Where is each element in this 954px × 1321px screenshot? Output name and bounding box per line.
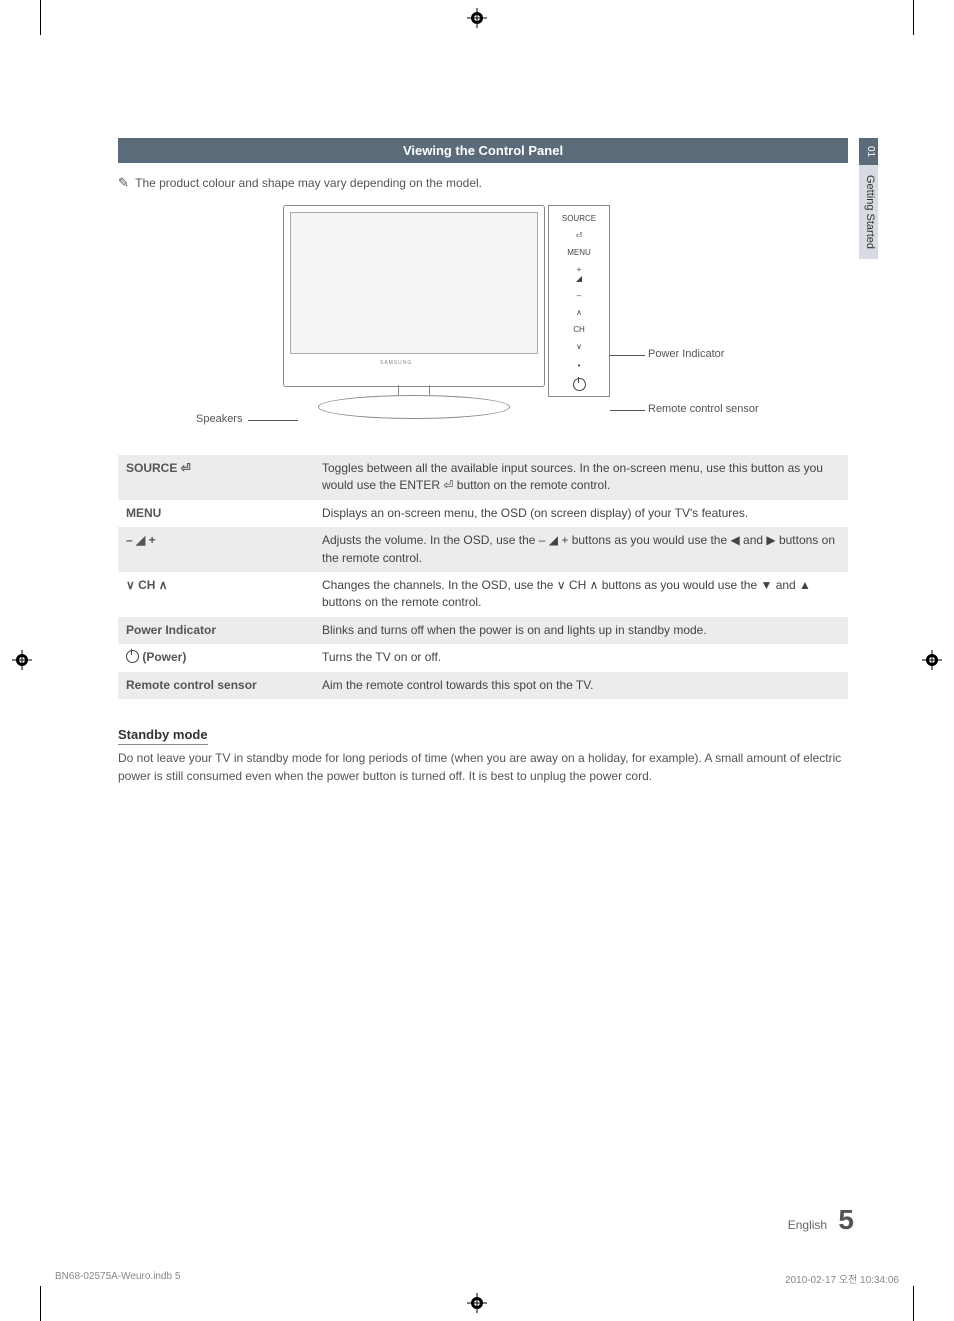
tv-stand-base (318, 395, 510, 419)
page-content: Viewing the Control Panel ✎ The product … (118, 138, 848, 785)
control-key: ∨ CH ∧ (118, 572, 314, 617)
tv-logo: SAMSUNG (380, 360, 412, 366)
control-key: Remote control sensor (118, 672, 314, 699)
power-dot-icon: • (549, 361, 609, 370)
page-number: 5 (838, 1204, 854, 1235)
ch-down-icon: ∨ (549, 342, 609, 351)
control-desc: Changes the channels. In the OSD, use th… (314, 572, 848, 617)
panel-source-label: SOURCE (549, 214, 609, 223)
manual-page: 01 Getting Started Viewing the Control P… (0, 0, 954, 1321)
table-row: (Power) Turns the TV on or off. (118, 644, 848, 671)
vol-plus-icon: +◢ (549, 265, 609, 283)
tv-stand-neck (398, 385, 430, 395)
tv-diagram: SAMSUNG SOURCE ⏎ MENU +◢ – ∧ CH ∨ • Powe… (118, 205, 848, 435)
callout-line (610, 355, 645, 356)
table-row: Remote control sensor Aim the remote con… (118, 672, 848, 699)
chapter-label: Getting Started (859, 165, 878, 259)
note-text: The product colour and shape may vary de… (135, 176, 482, 190)
note-line: ✎ The product colour and shape may vary … (118, 175, 848, 191)
section-title: Viewing the Control Panel (118, 138, 848, 163)
vol-minus-icon: – (549, 291, 609, 300)
chapter-tab: 01 Getting Started (859, 138, 884, 538)
callout-line (248, 420, 298, 421)
control-desc: Blinks and turns off when the power is o… (314, 617, 848, 644)
control-key: (Power) (118, 644, 314, 671)
chapter-number: 01 (859, 138, 878, 165)
power-icon (126, 650, 139, 663)
callout-remote-sensor: Remote control sensor (648, 403, 759, 415)
callout-power-indicator: Power Indicator (648, 348, 724, 360)
crop-mark (40, 0, 41, 35)
print-footer: BN68-02575A-Weuro.indb 5 2010-02-17 오전 1… (55, 1271, 899, 1286)
page-footer: English 5 (788, 1204, 854, 1236)
print-timestamp: 2010-02-17 오전 10:34:06 (785, 1271, 899, 1286)
controls-table: SOURCE ⏎ Toggles between all the availab… (118, 455, 848, 699)
power-key-text: (Power) (142, 650, 186, 664)
panel-menu-label: MENU (549, 248, 609, 257)
standby-heading: Standby mode (118, 727, 208, 745)
power-icon (549, 378, 609, 391)
control-key: – ◢ + (118, 527, 314, 572)
print-file: BN68-02575A-Weuro.indb 5 (55, 1271, 180, 1286)
table-row: SOURCE ⏎ Toggles between all the availab… (118, 455, 848, 500)
table-row: Power Indicator Blinks and turns off whe… (118, 617, 848, 644)
standby-section: Standby mode Do not leave your TV in sta… (118, 727, 848, 785)
note-icon: ✎ (118, 175, 132, 191)
control-desc: Toggles between all the available input … (314, 455, 848, 500)
table-row: MENU Displays an on-screen menu, the OSD… (118, 500, 848, 527)
footer-language: English (788, 1218, 827, 1232)
control-desc: Aim the remote control towards this spot… (314, 672, 848, 699)
control-key: Power Indicator (118, 617, 314, 644)
control-desc: Adjusts the volume. In the OSD, use the … (314, 527, 848, 572)
ch-up-icon: ∧ (549, 308, 609, 317)
standby-body: Do not leave your TV in standby mode for… (118, 749, 848, 785)
registration-mark-icon (467, 8, 487, 28)
table-row: – ◢ + Adjusts the volume. In the OSD, us… (118, 527, 848, 572)
control-panel-box: SOURCE ⏎ MENU +◢ – ∧ CH ∨ • (548, 205, 610, 397)
registration-mark-icon (467, 1293, 487, 1313)
tv-screen-outline (290, 212, 538, 354)
crop-mark (913, 1286, 914, 1321)
control-key: SOURCE ⏎ (118, 455, 314, 500)
crop-mark (40, 1286, 41, 1321)
panel-ch-label: CH (549, 325, 609, 334)
control-desc: Displays an on-screen menu, the OSD (on … (314, 500, 848, 527)
control-key: MENU (118, 500, 314, 527)
registration-mark-icon (922, 650, 942, 670)
source-icon: ⏎ (549, 231, 609, 240)
callout-line (610, 410, 645, 411)
control-desc: Turns the TV on or off. (314, 644, 848, 671)
table-row: ∨ CH ∧ Changes the channels. In the OSD,… (118, 572, 848, 617)
callout-speakers: Speakers (196, 413, 242, 425)
registration-mark-icon (12, 650, 32, 670)
crop-mark (913, 0, 914, 35)
